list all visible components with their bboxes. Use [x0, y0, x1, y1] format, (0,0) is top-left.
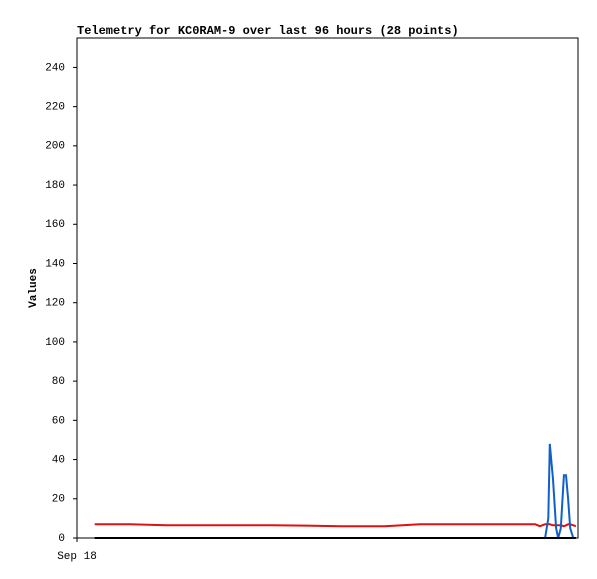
- y-tick-label: 0: [58, 533, 65, 545]
- y-tick-label: 40: [52, 454, 65, 466]
- series-line: [94, 523, 577, 528]
- chart-title: Telemetry for KC0RAM-9 over last 96 hour…: [77, 24, 459, 38]
- y-axis-label: Values: [28, 268, 40, 308]
- y-tick-label: 20: [52, 494, 65, 506]
- y-tick-label: 160: [45, 219, 65, 231]
- y-tick-label: 240: [45, 62, 65, 74]
- y-tick-label: 140: [45, 258, 65, 270]
- y-tick-label: 100: [45, 337, 65, 349]
- y-tick-label: 200: [45, 141, 65, 153]
- y-tick-label: 80: [52, 376, 65, 388]
- y-tick-label: 180: [45, 180, 65, 192]
- plot-frame: [76, 37, 579, 539]
- y-tick-label: 60: [52, 415, 65, 427]
- x-tick-label: Sep 18: [57, 551, 97, 563]
- y-tick-label: 120: [45, 298, 65, 310]
- y-tick-label: 220: [45, 102, 65, 114]
